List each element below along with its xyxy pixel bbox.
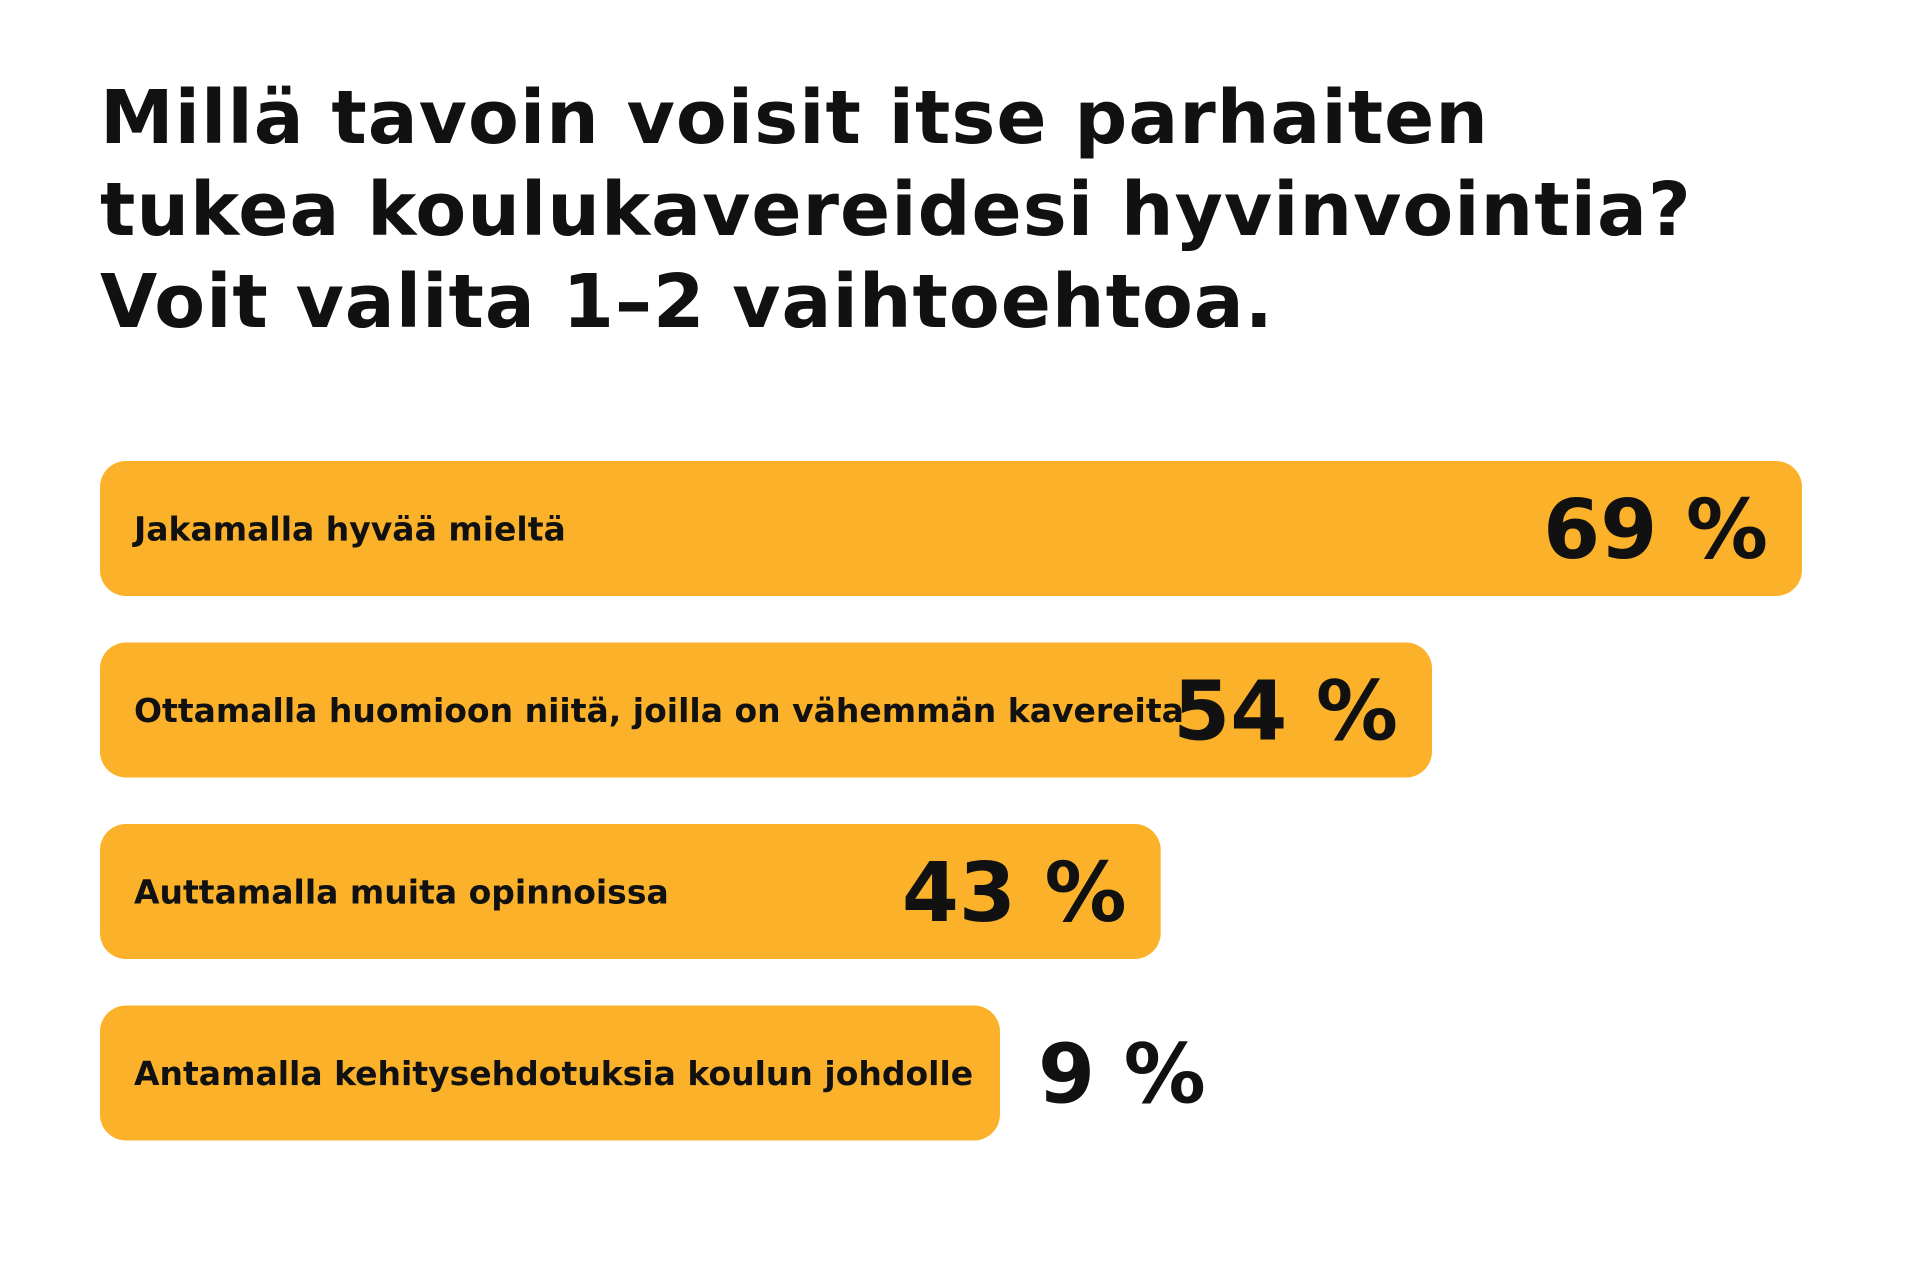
category-label-4: Antamalla kehitysehdotuksia koulun johdo…: [134, 1054, 973, 1093]
value-label-1: 69 %: [1543, 483, 1768, 578]
bar-2: [100, 642, 1432, 778]
category-label-3: Auttamalla muita opinnoissa: [134, 872, 669, 911]
value-label-3: 43 %: [902, 846, 1127, 941]
category-label-1: Jakamalla hyvää mieltä: [132, 509, 566, 548]
title-line-2: tukea koulukavereidesi hyvinvointia?: [100, 167, 1692, 253]
title-line-3: Voit valita 1–2 vaihtoehtoa.: [100, 259, 1274, 345]
title-line-1: Millä tavoin voisit itse parhaiten: [100, 75, 1489, 161]
value-label-2: 54 %: [1173, 665, 1398, 760]
value-label-4: 9 %: [1038, 1028, 1206, 1123]
chart-title: Millä tavoin voisit itse parhaiten tukea…: [100, 72, 1820, 348]
category-label-2: Ottamalla huomioon niitä, joilla on vähe…: [134, 691, 1184, 730]
bar-1: [100, 461, 1802, 596]
bar-3: [100, 824, 1161, 959]
bar-4: [100, 1005, 1000, 1141]
